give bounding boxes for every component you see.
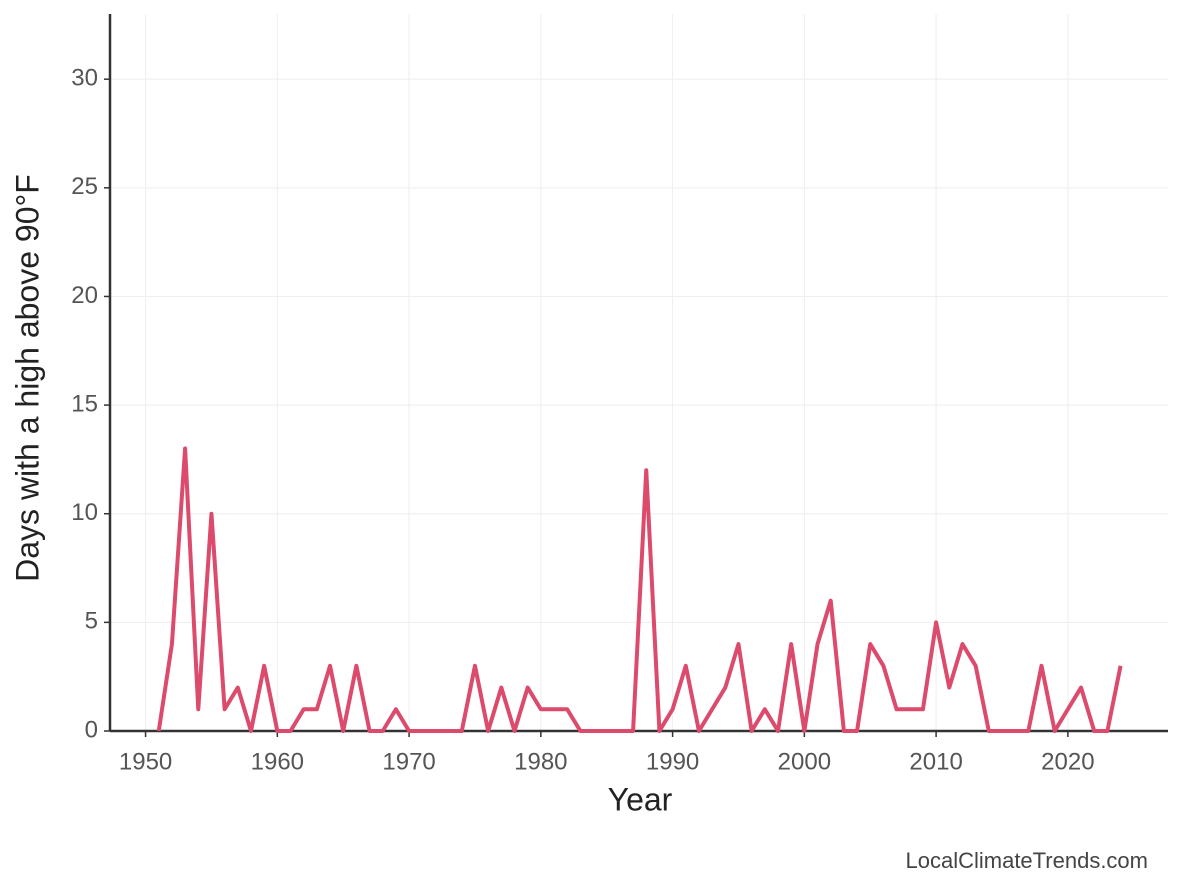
x-tick-label: 1990 (646, 748, 699, 775)
x-tick-label: 2000 (778, 748, 831, 775)
x-tick-label: 2020 (1041, 748, 1094, 775)
source: LocalClimateTrends.com (906, 848, 1149, 873)
x-tick-label: 1950 (119, 748, 172, 775)
x-tick-label: 1970 (382, 748, 435, 775)
y-axis-label: Days with a high above 90°F (9, 174, 45, 582)
x-tick-label: 2010 (909, 748, 962, 775)
y-tick-label: 20 (71, 282, 98, 309)
x-axis-label: Year (608, 781, 673, 817)
y-tick-label: 10 (71, 499, 98, 526)
x-tick-label: 1960 (251, 748, 304, 775)
data-line (156, 446, 1123, 733)
y-tick-label: 30 (71, 65, 98, 92)
y-tick-label: 25 (71, 173, 98, 200)
y-tick-label: 0 (85, 716, 98, 743)
x-tick-label: 1980 (514, 748, 567, 775)
y-tick-label: 5 (85, 608, 98, 635)
y-tick-label: 15 (71, 390, 98, 417)
